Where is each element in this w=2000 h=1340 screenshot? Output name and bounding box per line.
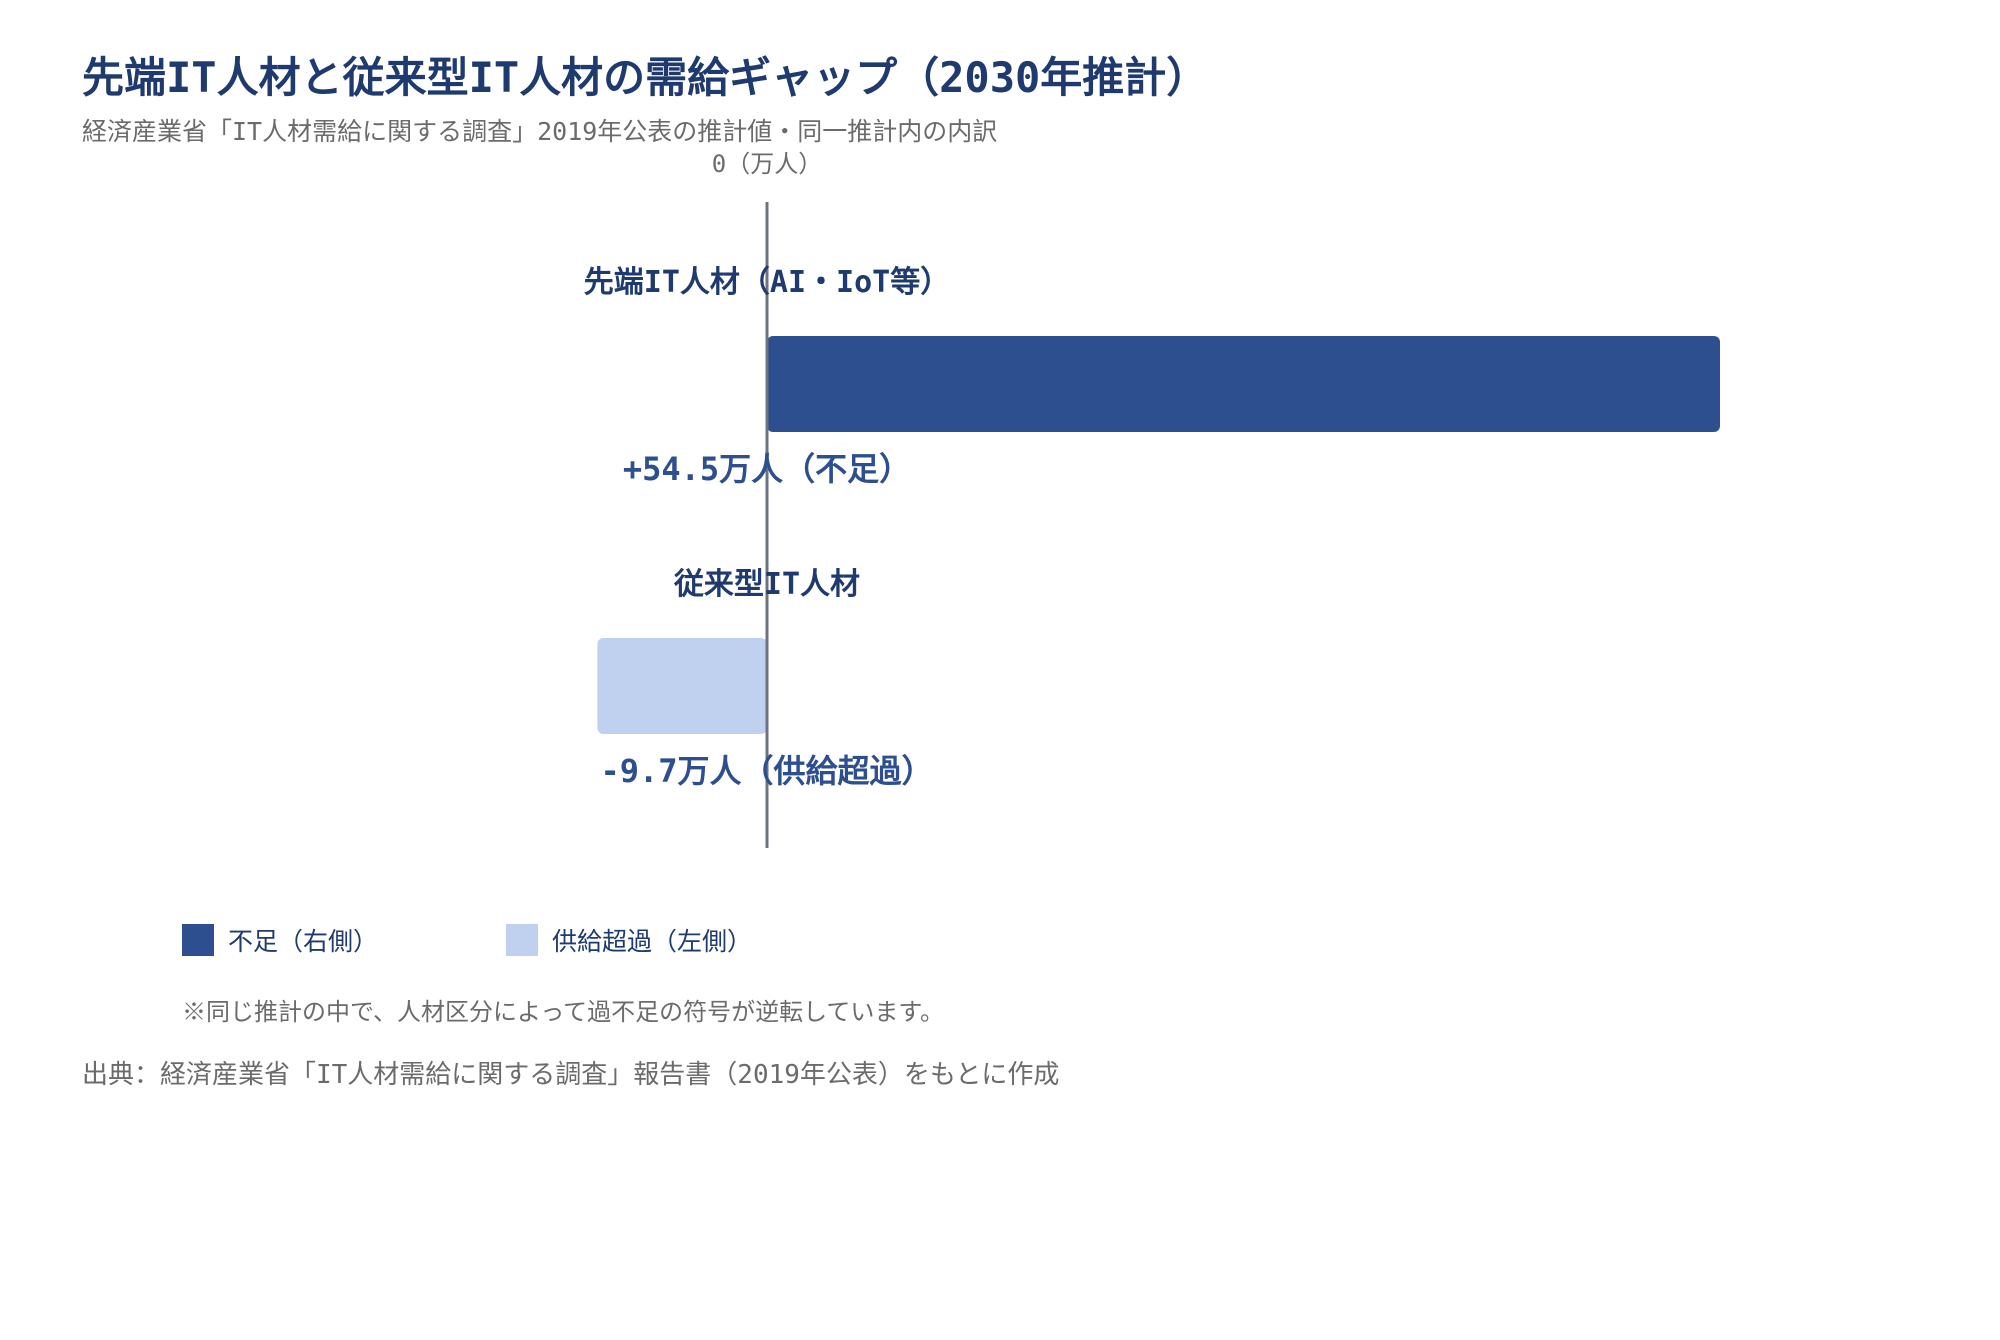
diverging-bar-chart: 0（万人） 先端IT人材（AI・IoT等） 従来型IT人材 +54.5万人（不足） -9… [584, 150, 1720, 848]
category-label-advanced-it: 先端IT人材（AI・IoT等） [584, 265, 950, 300]
legend-label-shortage: 不足（右側） [228, 927, 379, 956]
legend-swatch-surplus [506, 924, 539, 956]
bar-conventional-it [597, 638, 767, 734]
legend-swatch-shortage [182, 924, 214, 956]
footnote: ※同じ推計の中で、人材区分によって過不足の符号が逆転しています。 [182, 998, 944, 1026]
legend-label-surplus: 供給超過（左側） [552, 927, 753, 956]
chart-title: 先端IT人材と従来型IT人材の需給ギャップ（2030年推計） [82, 53, 1209, 102]
source-citation: 出典：経済産業省「IT人材需給に関する調査」報告書（2019年公表）をもとに作成 [82, 1060, 1060, 1090]
chart-subtitle: 経済産業省「IT人材需給に関する調査」2019年公表の推計値・同一推計内の内訳 [82, 117, 998, 146]
legend-item-surplus: 供給超過（左側） [506, 922, 752, 958]
category-label-conventional-it: 従来型IT人材 [673, 567, 860, 602]
value-label-advanced-it: +54.5万人（不足） [623, 450, 911, 488]
legend-item-shortage: 不足（右側） [182, 922, 378, 958]
legend: 不足（右側） 供給超過（左側） [182, 922, 880, 958]
zero-axis-label: 0（万人） [712, 150, 822, 178]
value-label-conventional-it: -9.7万人（供給超過） [600, 752, 933, 790]
bar-advanced-it [767, 336, 1720, 432]
